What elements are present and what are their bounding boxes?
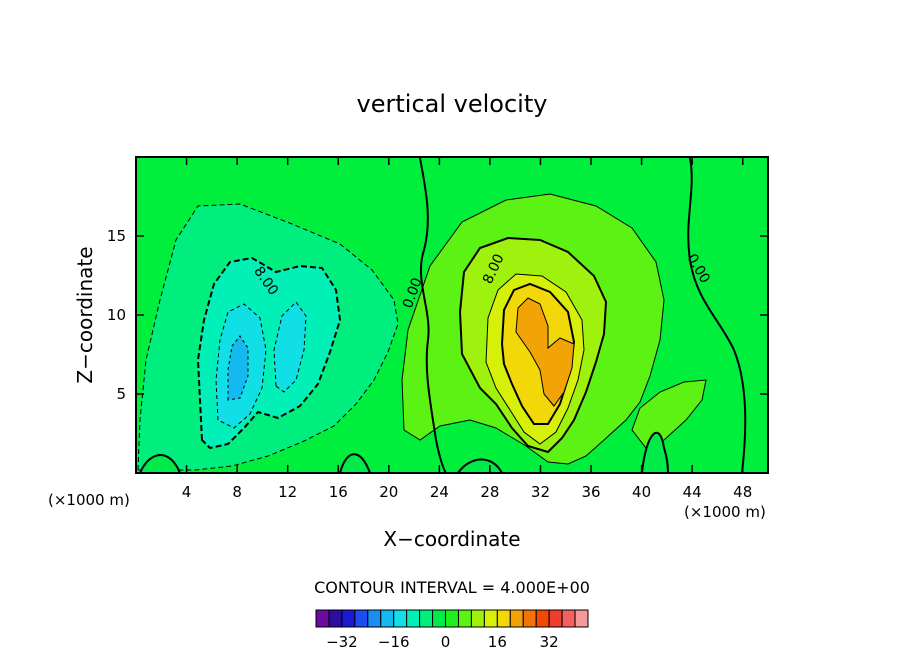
y-tick-label: 5 [116, 385, 126, 403]
colorbar-tick-label: −32 [326, 633, 358, 651]
x-unit-right: (×1000 m) [684, 503, 766, 521]
colorbar-tick-label: 0 [441, 633, 451, 651]
colorbar-swatch [574, 609, 589, 628]
contour-fill-neg12b [273, 301, 307, 393]
colorbar-tick-label: 16 [488, 633, 507, 651]
y-tick-label: 10 [107, 306, 126, 324]
x-tick-label: 4 [182, 483, 192, 501]
colorbar-swatch [354, 609, 369, 628]
colorbar-swatch [380, 609, 395, 628]
colorbar-tick-label: −16 [378, 633, 410, 651]
colorbar-tick-label: 32 [540, 633, 559, 651]
x-tick-label: 8 [232, 483, 242, 501]
colorbar-swatch [406, 609, 421, 628]
colorbar-swatch [470, 609, 485, 628]
x-unit-left: (×1000 m) [48, 491, 130, 509]
colorbar-swatch [432, 609, 447, 628]
contour-zero-right [687, 157, 747, 473]
x-tick-label: 12 [278, 483, 297, 501]
colorbar-swatch [561, 609, 576, 628]
colorbar-swatch [393, 609, 408, 628]
chart-title: vertical velocity [357, 90, 548, 118]
x-tick-label: 32 [531, 483, 550, 501]
colorbar-swatch [328, 609, 343, 628]
x-tick-label: 16 [329, 483, 348, 501]
colorbar-swatch [445, 609, 459, 628]
contour-fill-pos20 [515, 297, 575, 407]
contour-fill-neg16 [227, 335, 249, 401]
x-tick-label: 40 [632, 483, 651, 501]
x-tick-label: 20 [379, 483, 398, 501]
x-tick-label: 36 [581, 483, 600, 501]
x-tick-label: 44 [683, 483, 702, 501]
x-tick-label: 24 [430, 483, 449, 501]
contour-zero-bottom [138, 431, 670, 473]
plot-area [136, 157, 768, 473]
colorbar-swatch [341, 609, 356, 628]
colorbar-swatch [457, 609, 472, 628]
contour-interval-text: CONTOUR INTERVAL = 4.000E+00 [314, 578, 590, 597]
contour-zero-left [419, 157, 447, 473]
colorbar-swatch [367, 609, 382, 628]
colorbar-swatch [509, 609, 524, 628]
y-axis-ticks: 5 10 15 [107, 227, 768, 403]
colorbar-swatch [483, 609, 498, 628]
colorbar [315, 609, 589, 628]
colorbar-swatch [419, 609, 434, 628]
y-tick-label: 15 [107, 227, 126, 245]
colorbar-ticks: −32 −16 0 16 32 [326, 633, 559, 651]
colorbar-swatch [315, 609, 330, 628]
y-axis-label: Z−coordinate [73, 246, 97, 383]
colorbar-swatch [522, 609, 537, 628]
x-axis-ticks: 4 8 12 16 20 24 28 32 36 40 44 48 [182, 157, 752, 501]
x-tick-label: 48 [733, 483, 752, 501]
colorbar-swatch [496, 609, 511, 628]
x-tick-label: 28 [480, 483, 499, 501]
colorbar-swatch [548, 609, 563, 628]
x-axis-label: X−coordinate [383, 527, 520, 551]
colorbar-swatch [535, 609, 550, 628]
